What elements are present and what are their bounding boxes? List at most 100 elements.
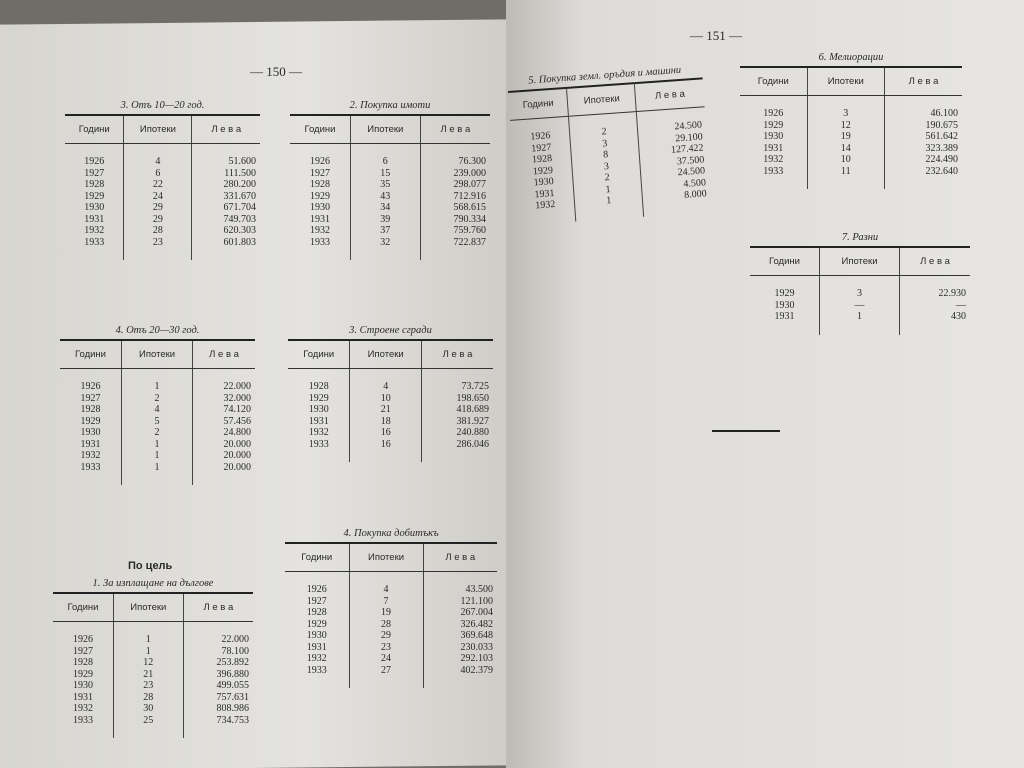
row: 1929 28 326.482 xyxy=(285,618,497,630)
cell: 3 xyxy=(818,288,901,300)
cell: 1930 xyxy=(72,680,93,691)
cell: 28 xyxy=(348,618,424,630)
spacer-cell xyxy=(60,473,122,485)
cell: 499.055 xyxy=(216,680,250,691)
cell: 4 xyxy=(348,584,424,596)
cell: 37 xyxy=(349,225,421,237)
spacer xyxy=(53,621,253,635)
cell: 16 xyxy=(349,438,422,450)
cell: 20.000 xyxy=(223,450,252,461)
cell: 1933 xyxy=(84,236,105,248)
spacer-cell xyxy=(750,323,819,335)
cell: 1931 xyxy=(309,213,330,225)
spacer-cell xyxy=(192,144,260,157)
cell: 1931 xyxy=(306,641,327,653)
spacer-cell xyxy=(285,676,349,688)
column-header: Ипотеки xyxy=(818,246,901,276)
header-row: Години Ипотеки Л е в а xyxy=(750,246,970,276)
row: 1926 1 22.000 xyxy=(60,381,255,393)
spacer-cell xyxy=(349,368,422,381)
cell: 1932 xyxy=(309,225,330,236)
cell: 29 xyxy=(123,202,193,214)
spacer-cell xyxy=(420,248,490,260)
cell: 6 xyxy=(123,167,193,179)
cell: 19 xyxy=(348,607,424,619)
row: 1933 16 286.046 xyxy=(288,438,493,450)
row: 1929 10 198.650 xyxy=(288,392,493,404)
header-row: Години Ипотеки Л е в а xyxy=(288,339,493,369)
row: 1929 3 22.930 xyxy=(750,288,970,300)
cell: 1933 xyxy=(80,461,101,473)
spacer-cell xyxy=(423,572,497,585)
spacer-cell xyxy=(349,143,421,156)
table: Години Ипотеки Л е в а 1926 4 43.500 1927 7 121.… xyxy=(285,542,497,688)
cell: 24.800 xyxy=(223,427,252,438)
row: 1929 5 57.456 xyxy=(60,415,255,427)
table-block: 1. За изплащане на дългове Години Ипотеки Л… xyxy=(53,578,253,738)
spacer-cell xyxy=(120,368,194,381)
cell: 2 xyxy=(120,392,194,404)
cell: 111.500 xyxy=(224,167,256,179)
row: 1933 27 402.379 xyxy=(285,664,497,676)
row: 1926 1 22.000 xyxy=(53,634,253,646)
cell: 1927 xyxy=(309,167,330,179)
column-header: Ипотеки xyxy=(112,592,184,622)
cell: 19 xyxy=(806,131,886,143)
spacer xyxy=(750,322,970,335)
cell: 671.704 xyxy=(223,202,257,213)
spacer-cell xyxy=(192,248,260,260)
column-header: Години xyxy=(288,339,350,369)
cell: 21 xyxy=(112,668,184,680)
spacer-cell xyxy=(750,276,819,289)
cell: 1926 xyxy=(72,634,93,645)
table: Години Ипотеки Л е в а 1926 1 22.000 1927 2 32.0… xyxy=(60,339,255,485)
spacer-cell xyxy=(123,248,193,260)
spacer-cell xyxy=(53,622,113,635)
cell: 1929 xyxy=(80,415,101,427)
cell: 25 xyxy=(112,714,184,726)
cell: 1933 xyxy=(309,236,330,248)
cell: 1932 xyxy=(306,653,327,664)
cell: 12 xyxy=(806,119,886,131)
column-header: Години xyxy=(508,87,569,121)
cell: 323.389 xyxy=(925,142,959,154)
row: 1930 19 561.642 xyxy=(740,131,962,143)
spacer-cell xyxy=(123,143,193,156)
row: 1929 43 712.916 xyxy=(290,190,490,202)
spacer-cell xyxy=(885,177,962,189)
spacer-cell xyxy=(900,276,970,289)
rule xyxy=(712,430,780,432)
cell: 1931 xyxy=(84,213,105,225)
cell: 292.103 xyxy=(460,653,494,664)
row: 1926 4 43.500 xyxy=(285,584,497,596)
cell: 7 xyxy=(348,595,424,607)
cell: 1931 xyxy=(763,142,784,154)
cell: 1926 xyxy=(763,108,784,119)
table-block: 4. Покупка добитъкъ Години Ипотеки Л е в а 1… xyxy=(285,528,497,688)
table-block: 7. Разни Години Ипотеки Л е в а 1929 3 22.930 1… xyxy=(750,232,970,335)
table-title: 6. Мелиорации xyxy=(818,52,884,63)
cell: 4 xyxy=(349,381,422,393)
cell: 240.880 xyxy=(456,427,490,438)
row: 1932 24 292.103 xyxy=(285,653,497,665)
table-title: 1. За изплащане на дългове xyxy=(92,578,214,589)
cell: 286.046 xyxy=(456,438,490,450)
column-header: Ипотеки xyxy=(349,339,422,369)
cell: 1928 xyxy=(80,404,101,415)
cell: 568.615 xyxy=(453,202,487,213)
cell: 1933 xyxy=(308,438,329,450)
cell: 22 xyxy=(123,179,193,191)
header-row: Години Ипотеки Л е в а xyxy=(285,542,497,572)
cell: 418.689 xyxy=(456,404,490,415)
header-row: Години Ипотеки Л е в а xyxy=(290,114,490,144)
table: Години Ипотеки Л е в а 1926 4 51.600 1927 6 111.… xyxy=(65,114,260,260)
cell: 4 xyxy=(120,404,194,416)
cell: 1 xyxy=(120,450,194,462)
spacer-cell xyxy=(885,96,962,109)
cell: 43 xyxy=(349,190,421,202)
spacer-cell xyxy=(65,144,124,157)
cell: 1928 xyxy=(306,607,327,618)
table-title: 4. Покупка добитъкъ xyxy=(343,528,439,539)
spacer-cell xyxy=(288,369,350,382)
row: 1926 4 51.600 xyxy=(65,156,260,168)
